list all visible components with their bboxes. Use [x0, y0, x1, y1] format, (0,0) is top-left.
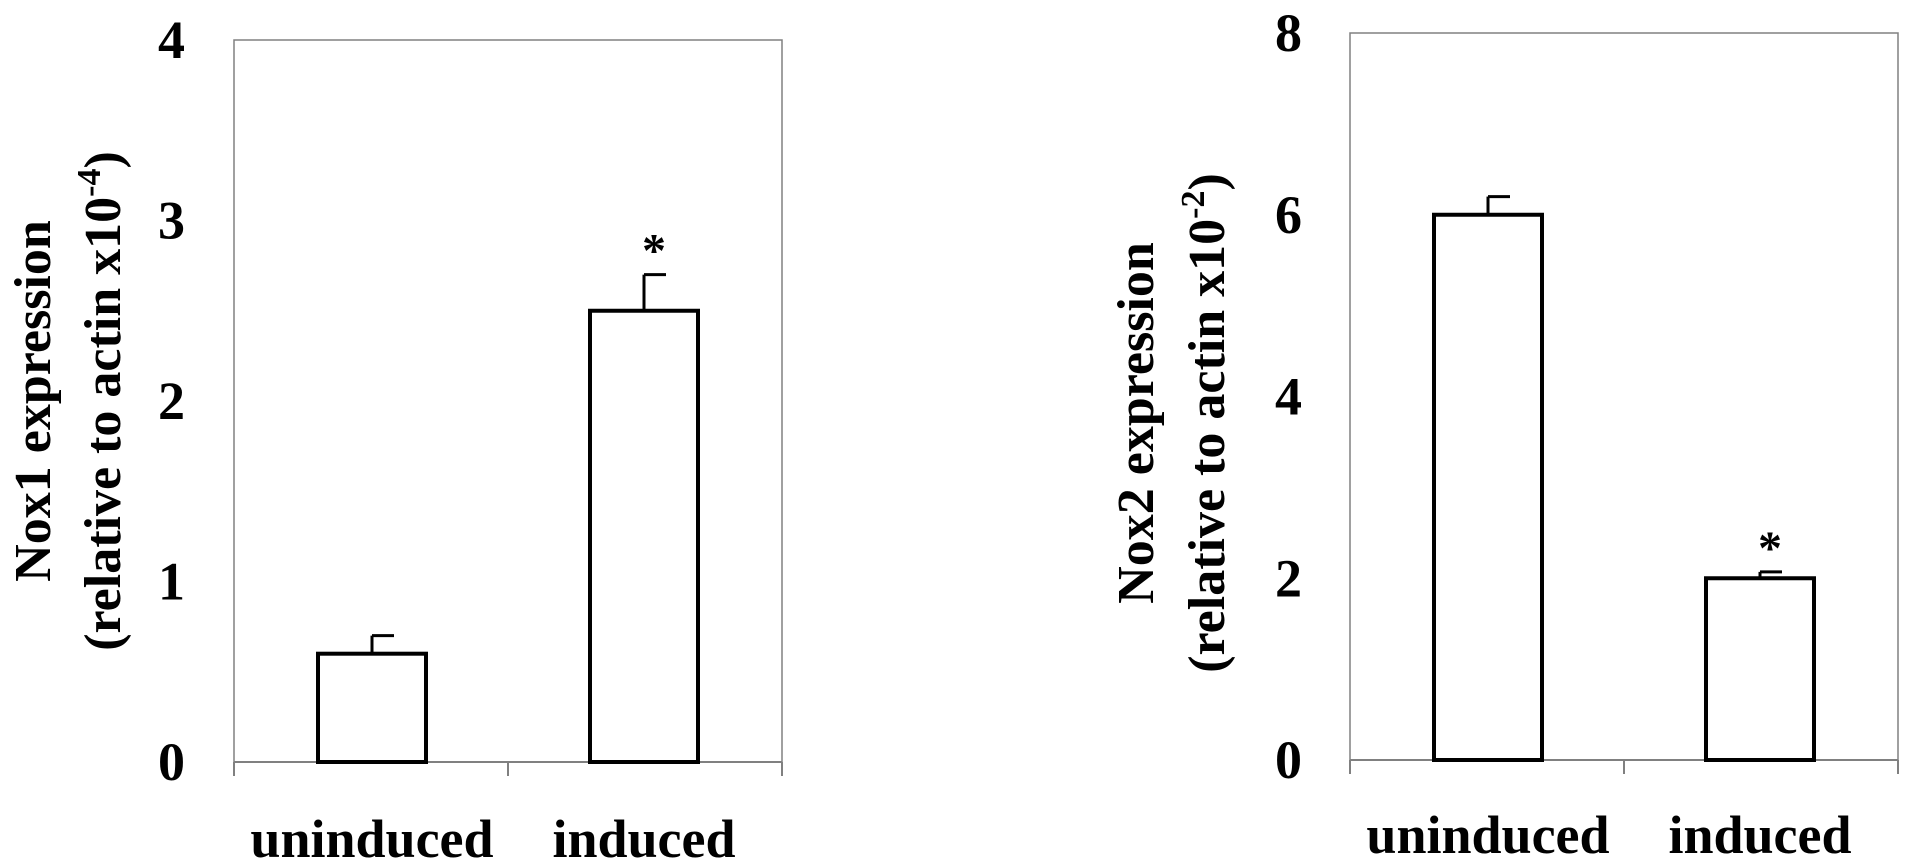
nox1-y-tick-label: 1: [158, 552, 185, 612]
nox1-y-tick-label: 4: [158, 10, 185, 70]
nox1-y-tick-label: 2: [158, 371, 185, 431]
nox2-chart-panel: Nox2 expression (relative to actin x10-2…: [1108, 3, 1899, 862]
nox2-y-tick-label: 2: [1275, 548, 1302, 608]
nox1-ylabel-line2: (relative to actin x10-4): [71, 151, 132, 651]
nox1-y-tick-label: 0: [158, 732, 185, 792]
nox2-ylabel-exponent: -2: [1175, 191, 1212, 219]
nox1-bar-induced: [588, 308, 700, 764]
nox2-category-label-uninduced: uninduced: [1366, 805, 1609, 862]
nox2-bar-induced: [1704, 576, 1816, 762]
nox2-ylabel-close: ): [1179, 173, 1236, 190]
nox2-y-tick-label: 6: [1275, 185, 1302, 245]
nox2-ylabel-line2-text: (relative to actin x10: [1179, 219, 1236, 673]
nox2-y-tick-label: 4: [1275, 367, 1302, 427]
nox1-category-label-uninduced: uninduced: [250, 809, 493, 862]
nox1-category-label-induced: induced: [552, 809, 735, 862]
nox1-chart-panel: Nox1 expression (relative to actin x10-4…: [5, 10, 783, 862]
nox1-ylabel-exponent: -4: [71, 169, 108, 197]
nox1-ylabel-close: ): [75, 151, 132, 168]
nox2-y-tick-label: 0: [1275, 730, 1302, 790]
nox1-significance-marker: *: [642, 225, 666, 278]
nox2-y-tick-label: 8: [1275, 3, 1302, 63]
nox2-ylabel-line1: Nox2 expression: [1108, 242, 1165, 604]
nox2-bar-uninduced: [1432, 212, 1544, 762]
nox2-category-label-induced: induced: [1668, 805, 1851, 862]
nox1-bar-uninduced: [316, 651, 428, 765]
nox1-ylabel-line1: Nox1 expression: [5, 220, 62, 582]
nox1-y-tick-label: 3: [158, 191, 185, 251]
nox1-ylabel-line2-text: (relative to actin x10: [75, 197, 132, 651]
nox2-ylabel-line2: (relative to actin x10-2): [1175, 173, 1236, 673]
nox2-significance-marker: *: [1758, 522, 1782, 575]
